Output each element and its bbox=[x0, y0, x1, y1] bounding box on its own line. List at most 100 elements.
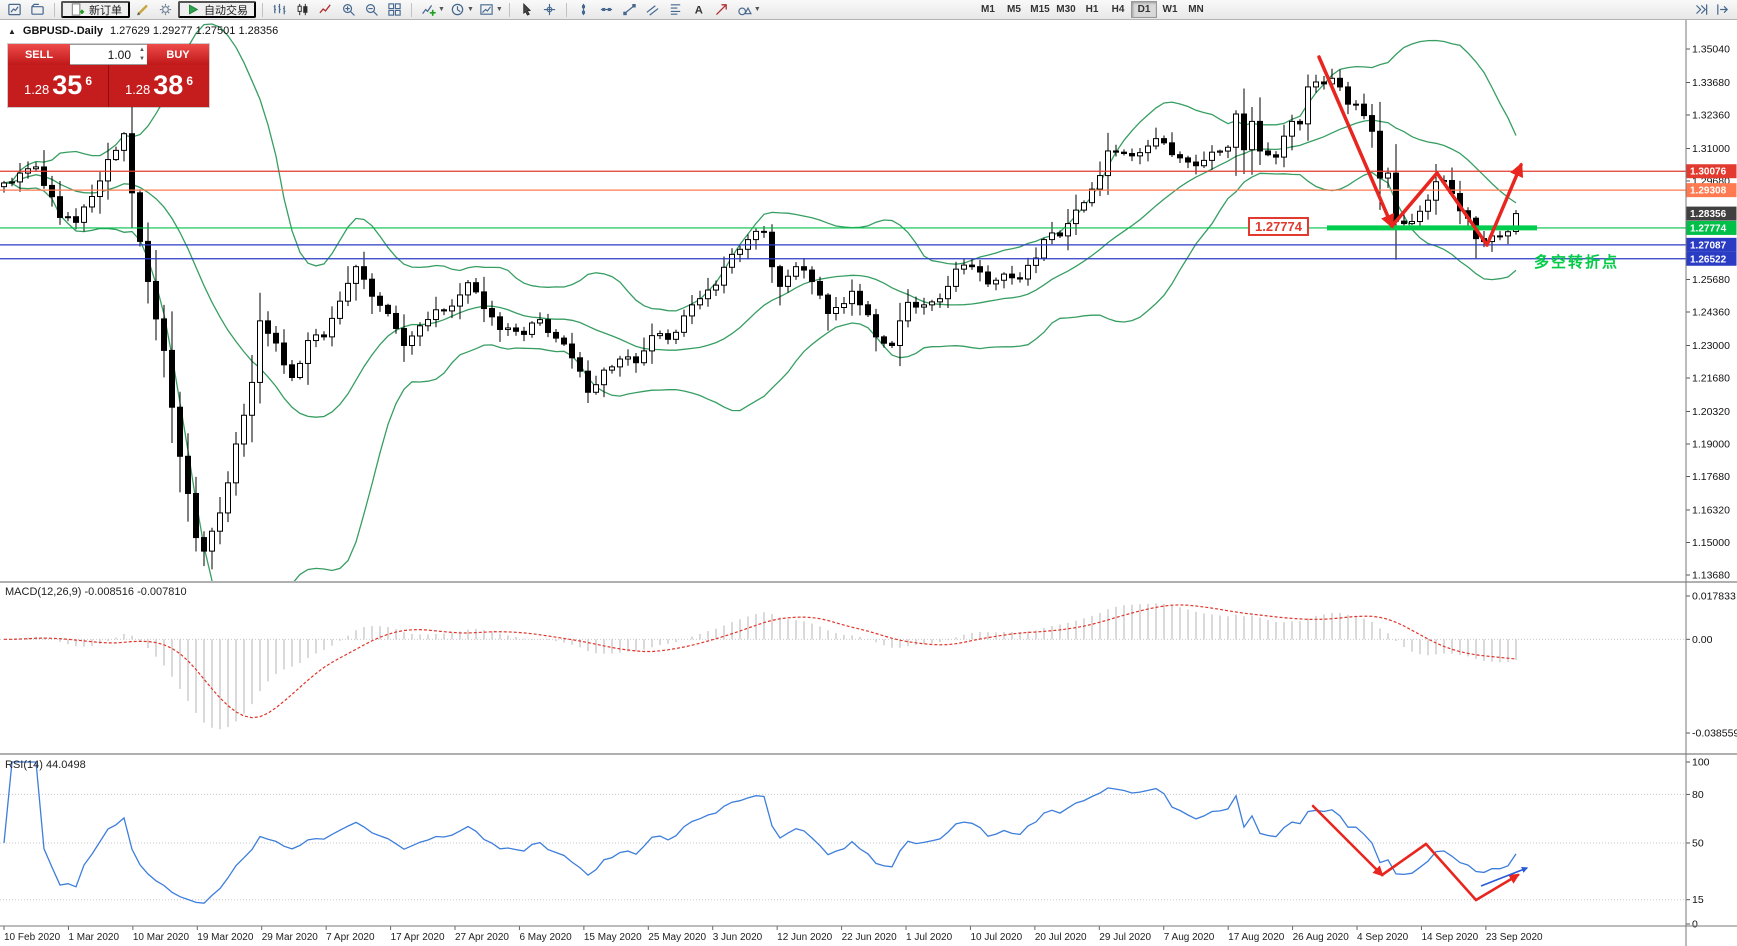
scroll-to-end-icon[interactable] bbox=[1691, 1, 1712, 18]
trendline-icon[interactable] bbox=[619, 1, 640, 18]
options-icon[interactable] bbox=[155, 1, 176, 18]
bollinger-middle-line bbox=[3, 119, 1517, 418]
date-axis-label: 29 Jul 2020 bbox=[1099, 932, 1151, 943]
bollinger-lower-line bbox=[3, 171, 1517, 582]
date-axis-label: 15 May 2020 bbox=[584, 932, 642, 943]
timeframe-button-W1[interactable]: W1 bbox=[1162, 4, 1178, 15]
price-marker-label: 1.30076 bbox=[1690, 167, 1727, 178]
fibonacci-icon[interactable] bbox=[665, 1, 686, 18]
rsi-axis-label: 80 bbox=[1692, 789, 1704, 801]
sell-price-main: 35 bbox=[52, 70, 83, 100]
sell-price[interactable]: 1.28 35 6 bbox=[8, 65, 108, 107]
sell-price-sup: 6 bbox=[85, 74, 93, 88]
bar-chart-icon[interactable] bbox=[269, 1, 290, 18]
support-price-label[interactable]: 1.27774 bbox=[1248, 217, 1309, 236]
toolbar-separator bbox=[54, 2, 55, 17]
volume-input[interactable]: 1.00 ▲ ▼ bbox=[70, 44, 147, 65]
date-axis-label: 4 Sep 2020 bbox=[1357, 932, 1409, 943]
indicators-caret-icon[interactable]: ▼ bbox=[438, 6, 445, 13]
metaeditor-icon[interactable] bbox=[132, 1, 153, 18]
price-marker bbox=[1686, 183, 1737, 198]
vertical-line-icon[interactable] bbox=[573, 1, 594, 18]
timeframe-button-H1[interactable]: H1 bbox=[1085, 4, 1099, 15]
profiles-icon[interactable] bbox=[27, 1, 48, 18]
date-axis-label: 3 Jun 2020 bbox=[713, 932, 763, 943]
horizontal-line-icon[interactable] bbox=[596, 1, 617, 18]
shapes-caret-icon[interactable]: ▼ bbox=[753, 6, 761, 13]
autotrading-button[interactable]: 自动交易 bbox=[178, 1, 256, 18]
price-axis-label: 1.15000 bbox=[1692, 537, 1730, 549]
sell-button[interactable]: SELL bbox=[8, 44, 70, 65]
date-axis-label: 27 Apr 2020 bbox=[455, 932, 509, 943]
arrow-label-icon[interactable] bbox=[711, 1, 732, 18]
price-axis-label: 1.23000 bbox=[1692, 340, 1730, 352]
price-axis-label: 1.25680 bbox=[1692, 274, 1730, 286]
price-marker bbox=[1686, 251, 1737, 266]
volume-value: 1.00 bbox=[107, 47, 131, 62]
candlestick-chart-icon[interactable] bbox=[292, 1, 313, 18]
buy-price-sup: 6 bbox=[186, 74, 194, 88]
timeframe-button-M5[interactable]: M5 bbox=[1007, 4, 1021, 15]
new-order-button[interactable]: 新订单 bbox=[61, 1, 130, 18]
macd-axis-label: -0.038559 bbox=[1692, 728, 1737, 740]
collapse-arrow-icon[interactable]: ▲ bbox=[8, 26, 16, 36]
line-chart-icon[interactable] bbox=[315, 1, 336, 18]
price-marker bbox=[1686, 164, 1737, 179]
svg-text:A: A bbox=[695, 5, 703, 17]
rsi-line bbox=[3, 761, 1517, 904]
rsi-layer bbox=[3, 761, 1517, 904]
toolbar-separator bbox=[411, 2, 412, 17]
forecast-zigzag-arrow bbox=[1435, 171, 1489, 247]
bollinger-upper-line bbox=[3, 23, 1517, 312]
timeframe-button-MN[interactable]: MN bbox=[1188, 4, 1204, 15]
timeframe-button-M30[interactable]: M30 bbox=[1056, 4, 1076, 15]
periods-caret-icon[interactable]: ▼ bbox=[466, 6, 474, 13]
templates-icon[interactable] bbox=[476, 1, 497, 18]
chart-symbol-label: GBPUSD-.Daily bbox=[22, 25, 103, 37]
chart-shift-icon[interactable] bbox=[1712, 1, 1733, 18]
date-axis-label: 29 Mar 2020 bbox=[262, 932, 319, 943]
rsi-axis-label: 0 bbox=[1692, 919, 1698, 931]
volume-down-icon[interactable]: ▼ bbox=[139, 56, 145, 62]
crosshair-icon[interactable] bbox=[539, 1, 560, 18]
volume-up-icon[interactable]: ▲ bbox=[139, 47, 145, 53]
pane-separator bbox=[0, 753, 1737, 755]
price-axis-label: 1.19000 bbox=[1692, 438, 1730, 450]
tile-windows-icon[interactable] bbox=[384, 1, 405, 18]
price-marker bbox=[1686, 220, 1737, 235]
buy-price[interactable]: 1.28 38 6 bbox=[108, 65, 209, 107]
indicators-icon[interactable] bbox=[418, 1, 439, 18]
one-click-trading-panel: SELL 1.00 ▲ ▼ BUY 1.28 35 6 1.28 38 6 bbox=[8, 44, 209, 107]
timeframe-button-M15[interactable]: M15 bbox=[1030, 4, 1050, 15]
chart-title: ▲ GBPUSD-.Daily 1.27629 1.29277 1.27501 … bbox=[8, 25, 278, 37]
channel-icon[interactable] bbox=[642, 1, 663, 18]
buy-button[interactable]: BUY bbox=[147, 44, 209, 65]
zoom-in-icon[interactable] bbox=[338, 1, 359, 18]
timeframe-button-H4[interactable]: H4 bbox=[1111, 4, 1125, 15]
templates-caret-icon[interactable]: ▼ bbox=[495, 6, 503, 13]
rsi-zigzag-arrow bbox=[1474, 873, 1520, 902]
macd-axis-label: 0.00 bbox=[1692, 634, 1713, 646]
periods-icon[interactable] bbox=[447, 1, 468, 18]
price-marker bbox=[1686, 237, 1737, 252]
zoom-out-icon[interactable] bbox=[361, 1, 382, 18]
date-axis-label: 17 Apr 2020 bbox=[391, 932, 445, 943]
date-axis-label: 6 May 2020 bbox=[519, 932, 572, 943]
timeframe-button-D1[interactable]: D1 bbox=[1131, 1, 1157, 18]
date-axis-label: 19 Mar 2020 bbox=[197, 932, 254, 943]
price-axis-label: 1.31000 bbox=[1692, 143, 1730, 155]
rsi-axis-label: 15 bbox=[1692, 894, 1704, 906]
date-axis-label: 10 Jul 2020 bbox=[970, 932, 1022, 943]
shapes-icon[interactable] bbox=[734, 1, 755, 18]
new-chart-icon[interactable] bbox=[4, 1, 25, 18]
turning-point-annotation[interactable]: 多空转折点 bbox=[1534, 254, 1620, 271]
timeframe-button-M1[interactable]: M1 bbox=[981, 4, 995, 15]
price-axis-label: 1.21680 bbox=[1692, 372, 1730, 384]
date-axis-label: 10 Feb 2020 bbox=[4, 932, 61, 943]
toolbar-separator bbox=[262, 2, 263, 17]
text-icon[interactable]: A bbox=[688, 1, 709, 18]
price-axis-background bbox=[1686, 20, 1737, 946]
cursor-icon[interactable] bbox=[516, 1, 537, 18]
macd-axis-label: 0.017833 bbox=[1692, 591, 1736, 603]
